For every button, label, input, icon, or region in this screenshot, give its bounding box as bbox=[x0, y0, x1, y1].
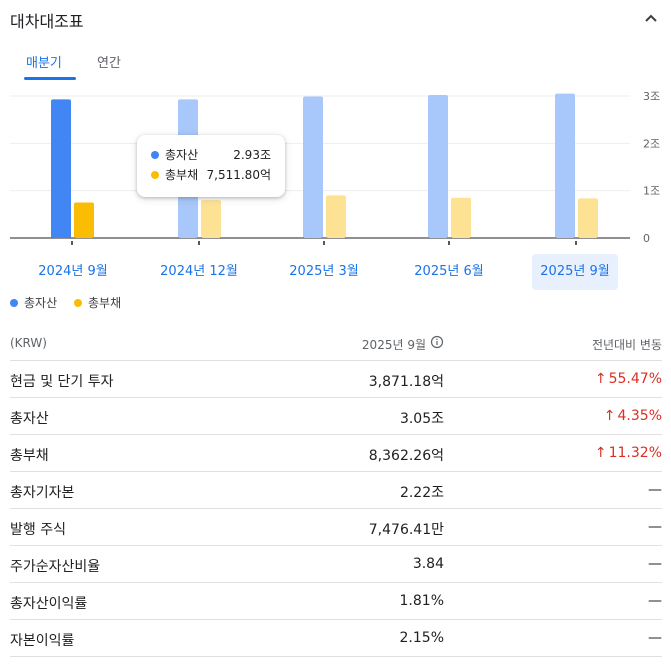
bar-total-assets bbox=[303, 96, 323, 239]
row-value: 2.22조 bbox=[399, 485, 444, 501]
table-row: 총부채 8,362.26억 ↑ 11.32% bbox=[10, 435, 662, 472]
bar-total-liabilities bbox=[451, 197, 471, 238]
row-change-value: — bbox=[648, 482, 662, 498]
legend-label-assets: 총자산 bbox=[24, 296, 58, 310]
row-change: — bbox=[648, 519, 662, 535]
chart-canvas: 0 1조 2조 3조 bbox=[10, 90, 660, 245]
tooltip-row-assets: 총자산 2.93조 bbox=[151, 146, 271, 164]
row-label: 자본이익률 bbox=[10, 633, 75, 649]
x-label-2025-09[interactable]: 2025년 9월 bbox=[532, 254, 618, 290]
row-change: — bbox=[648, 482, 662, 498]
bar-total-liabilities bbox=[74, 202, 94, 238]
liabilities-dot-icon bbox=[151, 171, 159, 179]
row-value: 8,362.26억 bbox=[368, 448, 444, 464]
tooltip-liabilities-name: 총부채 bbox=[165, 168, 199, 182]
period-header: 2025년 9월 bbox=[361, 338, 426, 352]
bar-total-liabilities bbox=[201, 200, 221, 238]
x-label-2024-12[interactable]: 2024년 12월 bbox=[160, 264, 238, 279]
row-change-value: — bbox=[648, 519, 662, 535]
row-label: 총자산 bbox=[10, 411, 49, 427]
row-label: 총자산이익률 bbox=[10, 596, 88, 612]
assets-legend-dot-icon bbox=[10, 299, 18, 307]
row-change-value: — bbox=[648, 593, 662, 609]
table-header: (KRW) 2025년 9월 전년대비 변동 bbox=[10, 328, 662, 361]
row-change-value: 55.47% bbox=[608, 371, 662, 387]
bar-total-assets bbox=[428, 95, 448, 238]
bar-total-assets bbox=[555, 93, 575, 238]
table-row: 총자산 3.05조 ↑ 4.35% bbox=[10, 398, 662, 435]
tooltip-liabilities-value: 7,511.80억 bbox=[206, 168, 271, 182]
legend-label-liabilities: 총부채 bbox=[88, 296, 122, 310]
bar-total-liabilities bbox=[578, 198, 598, 238]
tooltip-row-liabilities: 총부채 7,511.80억 bbox=[151, 166, 271, 184]
row-value: 2.15% bbox=[399, 630, 444, 646]
row-change: — bbox=[648, 630, 662, 646]
row-label: 현금 및 단기 투자 bbox=[10, 374, 114, 390]
section-header: 대차대조표 bbox=[10, 0, 662, 38]
row-change: — bbox=[648, 556, 662, 572]
table-row: 총자산이익률 1.81% — bbox=[10, 583, 662, 620]
row-change-value: — bbox=[648, 556, 662, 572]
row-change: — bbox=[648, 593, 662, 609]
row-value: 1.81% bbox=[399, 593, 444, 609]
row-change: ↑ 4.35% bbox=[604, 408, 662, 424]
change-header: 전년대비 변동 bbox=[591, 338, 662, 352]
row-value: 3.84 bbox=[412, 556, 444, 572]
tooltip-assets-name: 총자산 bbox=[165, 148, 199, 162]
chevron-up-icon[interactable] bbox=[642, 10, 660, 28]
table-row: 발행 주식 7,476.41만 — bbox=[10, 509, 662, 546]
arrow-up-icon: ↑ bbox=[594, 445, 607, 461]
row-change-value: 4.35% bbox=[617, 408, 662, 424]
row-label: 총자기자본 bbox=[10, 485, 75, 501]
row-value: 3.05조 bbox=[399, 411, 444, 427]
x-label-2024-09[interactable]: 2024년 9월 bbox=[38, 264, 108, 279]
tooltip-assets-value: 2.93조 bbox=[233, 148, 271, 162]
row-label: 주가순자산비율 bbox=[10, 559, 101, 575]
info-icon[interactable] bbox=[430, 335, 444, 349]
row-label: 발행 주식 bbox=[10, 522, 66, 538]
table-row: 현금 및 단기 투자 3,871.18억 ↑ 55.47% bbox=[10, 361, 662, 398]
row-change-value: — bbox=[648, 630, 662, 646]
chart-tooltip: 총자산 2.93조 총부채 7,511.80억 bbox=[137, 135, 285, 197]
bar-total-assets bbox=[51, 99, 71, 239]
row-change: ↑ 55.47% bbox=[595, 371, 662, 387]
table-row: 주가순자산비율 3.84 — bbox=[10, 546, 662, 583]
arrow-up-icon: ↑ bbox=[603, 408, 616, 424]
x-label-2025-03[interactable]: 2025년 3월 bbox=[289, 264, 359, 279]
y-tick-label: 2조 bbox=[643, 137, 660, 150]
bar-total-liabilities bbox=[326, 195, 346, 238]
active-tab-indicator bbox=[24, 77, 76, 80]
unit-header: (KRW) bbox=[10, 336, 47, 350]
x-label-2025-06[interactable]: 2025년 6월 bbox=[414, 264, 484, 279]
tab-quarterly[interactable]: 매분기 bbox=[26, 56, 62, 71]
row-value: 3,871.18억 bbox=[368, 374, 444, 390]
table-row: 총자기자본 2.22조 — bbox=[10, 472, 662, 509]
row-change-value: 11.32% bbox=[608, 445, 662, 461]
balance-chart: 0 1조 2조 3조 2024년 9월 2024년 12월 2025년 3월 2025… bbox=[0, 84, 671, 294]
tab-annual[interactable]: 연간 bbox=[97, 56, 121, 71]
y-tick-label: 3조 bbox=[643, 90, 660, 103]
row-change: ↑ 11.32% bbox=[595, 445, 662, 461]
arrow-up-icon: ↑ bbox=[594, 371, 607, 387]
y-tick-label: 0 bbox=[643, 232, 650, 245]
table-row: 자본이익률 2.15% — bbox=[10, 620, 662, 657]
row-value: 7,476.41만 bbox=[368, 522, 444, 538]
liabilities-legend-dot-icon bbox=[74, 299, 82, 307]
row-label: 총부채 bbox=[10, 448, 49, 464]
section-title: 대차대조표 bbox=[10, 12, 84, 31]
assets-dot-icon bbox=[151, 151, 159, 159]
y-tick-label: 1조 bbox=[643, 185, 660, 198]
